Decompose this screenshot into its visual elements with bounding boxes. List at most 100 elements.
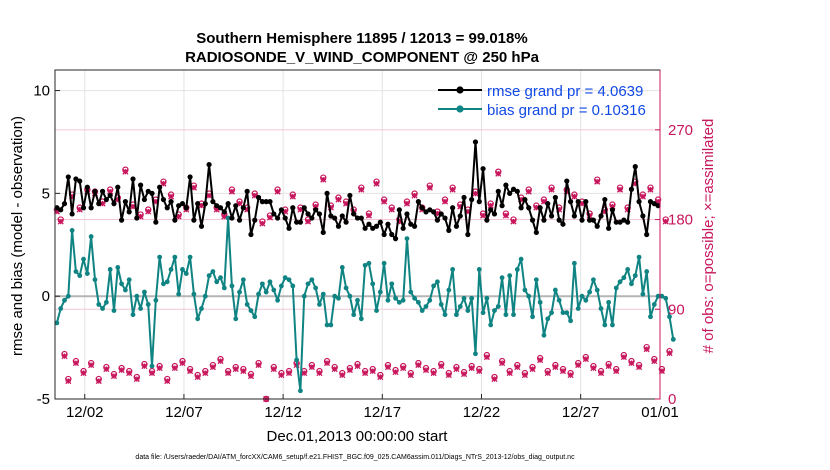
obs-assimilated-marker: [430, 370, 437, 377]
obs-assimilated-marker: [103, 366, 110, 373]
obs-assimilated-marker: [453, 366, 460, 373]
bias-point: [594, 287, 600, 293]
rmse-point: [491, 211, 498, 217]
obs-assimilated-marker: [251, 192, 258, 199]
bias-point: [503, 312, 509, 318]
bias-point: [180, 267, 185, 272]
bias-point: [187, 254, 193, 260]
rmse-point: [252, 217, 258, 223]
rmse-point: [385, 221, 391, 227]
obs-assimilated-marker: [647, 186, 654, 193]
bias-point: [324, 322, 330, 328]
bias-point: [122, 287, 128, 293]
obs-assimilated-marker: [221, 213, 228, 220]
obs-assimilated-marker: [339, 372, 346, 379]
obs-assimilated-marker: [594, 178, 601, 185]
rmse-point: [366, 221, 372, 227]
bias-point: [119, 281, 124, 287]
bias-point: [644, 269, 650, 274]
bias-point: [100, 306, 105, 311]
rmse-point: [347, 192, 353, 199]
rmse-point: [480, 166, 486, 172]
obs-assimilated-marker: [499, 360, 506, 367]
rmse-point: [621, 217, 627, 223]
rmse-point: [583, 199, 589, 205]
bias-point: [62, 297, 67, 303]
bias-point: [389, 281, 395, 287]
obs-assimilated-marker: [164, 377, 171, 385]
bias-point: [210, 269, 216, 274]
rmse-point: [499, 203, 505, 209]
legend-bias-marker: [456, 105, 464, 113]
rmse-point: [229, 215, 235, 221]
bias-point: [370, 281, 376, 287]
rmse-point: [77, 178, 83, 184]
obs-assimilated-marker: [567, 372, 574, 379]
rmse-point: [556, 217, 562, 223]
obs-assimilated-marker: [662, 218, 669, 225]
rmse-point: [636, 199, 642, 205]
rmse-point: [309, 215, 315, 221]
rmse-point: [598, 213, 604, 219]
obs-assimilated-marker: [217, 358, 224, 365]
obs-assimilated-marker: [122, 168, 129, 175]
bias-point: [168, 267, 174, 272]
rmse-point: [450, 205, 456, 211]
obs-assimilated-marker: [335, 196, 342, 203]
rmse-point: [286, 225, 292, 231]
obs-assimilated-marker: [666, 350, 673, 357]
rmse-point: [69, 211, 75, 217]
bias-point: [218, 275, 223, 281]
obs-assimilated-marker: [354, 363, 361, 370]
bias-point: [629, 281, 634, 287]
obs-assimilated-marker: [575, 362, 582, 369]
rmse-point: [434, 217, 441, 223]
bias-point: [286, 277, 292, 283]
rmse-point: [373, 223, 380, 229]
obs-assimilated-marker: [202, 370, 209, 377]
obs-assimilated-marker: [392, 369, 399, 376]
obs-assimilated-marker: [209, 364, 216, 371]
bias-point: [275, 297, 280, 303]
rmse-point: [392, 236, 399, 242]
rmse-point: [613, 219, 619, 225]
obs-assimilated-marker: [346, 367, 353, 374]
rmse-point: [529, 217, 536, 223]
rmse-point: [453, 223, 460, 229]
bias-point: [507, 273, 513, 279]
rmse-point: [343, 219, 349, 225]
bias-point: [145, 302, 151, 307]
bias-point: [400, 297, 406, 303]
bias-point: [244, 302, 250, 307]
obs-assimilated-marker: [605, 363, 612, 370]
rmse-point: [526, 205, 532, 211]
bias-point: [442, 312, 448, 318]
bias-point: [88, 234, 94, 239]
x-axis-label: Dec.01,2013 00:00:00 start: [267, 428, 449, 445]
bias-point: [153, 297, 159, 303]
rmse-point: [411, 223, 418, 229]
rmse-point: [488, 207, 494, 213]
bias-point: [404, 236, 410, 242]
rmse-point: [545, 201, 551, 207]
obs-assimilated-marker: [187, 368, 194, 375]
rmse-point: [206, 161, 212, 168]
obs-assimilated-marker: [247, 373, 255, 380]
bias-point: [377, 289, 383, 295]
rmse-point: [575, 199, 581, 205]
obs-assimilated-marker: [643, 346, 650, 353]
bias-point: [549, 310, 554, 316]
legend-bias-label: bias grand pr = 0.10316: [487, 102, 646, 119]
rmse-point: [84, 184, 90, 190]
obs-assimilated-marker: [514, 364, 521, 371]
bias-point: [263, 289, 269, 295]
bias-point: [157, 254, 163, 260]
rmse-point: [111, 201, 117, 207]
obs-assimilated-marker: [441, 198, 449, 205]
obs-assimilated-marker: [206, 192, 213, 199]
rmse-point: [118, 217, 125, 223]
bias-point: [278, 283, 284, 289]
rmse-point: [590, 217, 597, 223]
bias-point: [298, 388, 303, 394]
